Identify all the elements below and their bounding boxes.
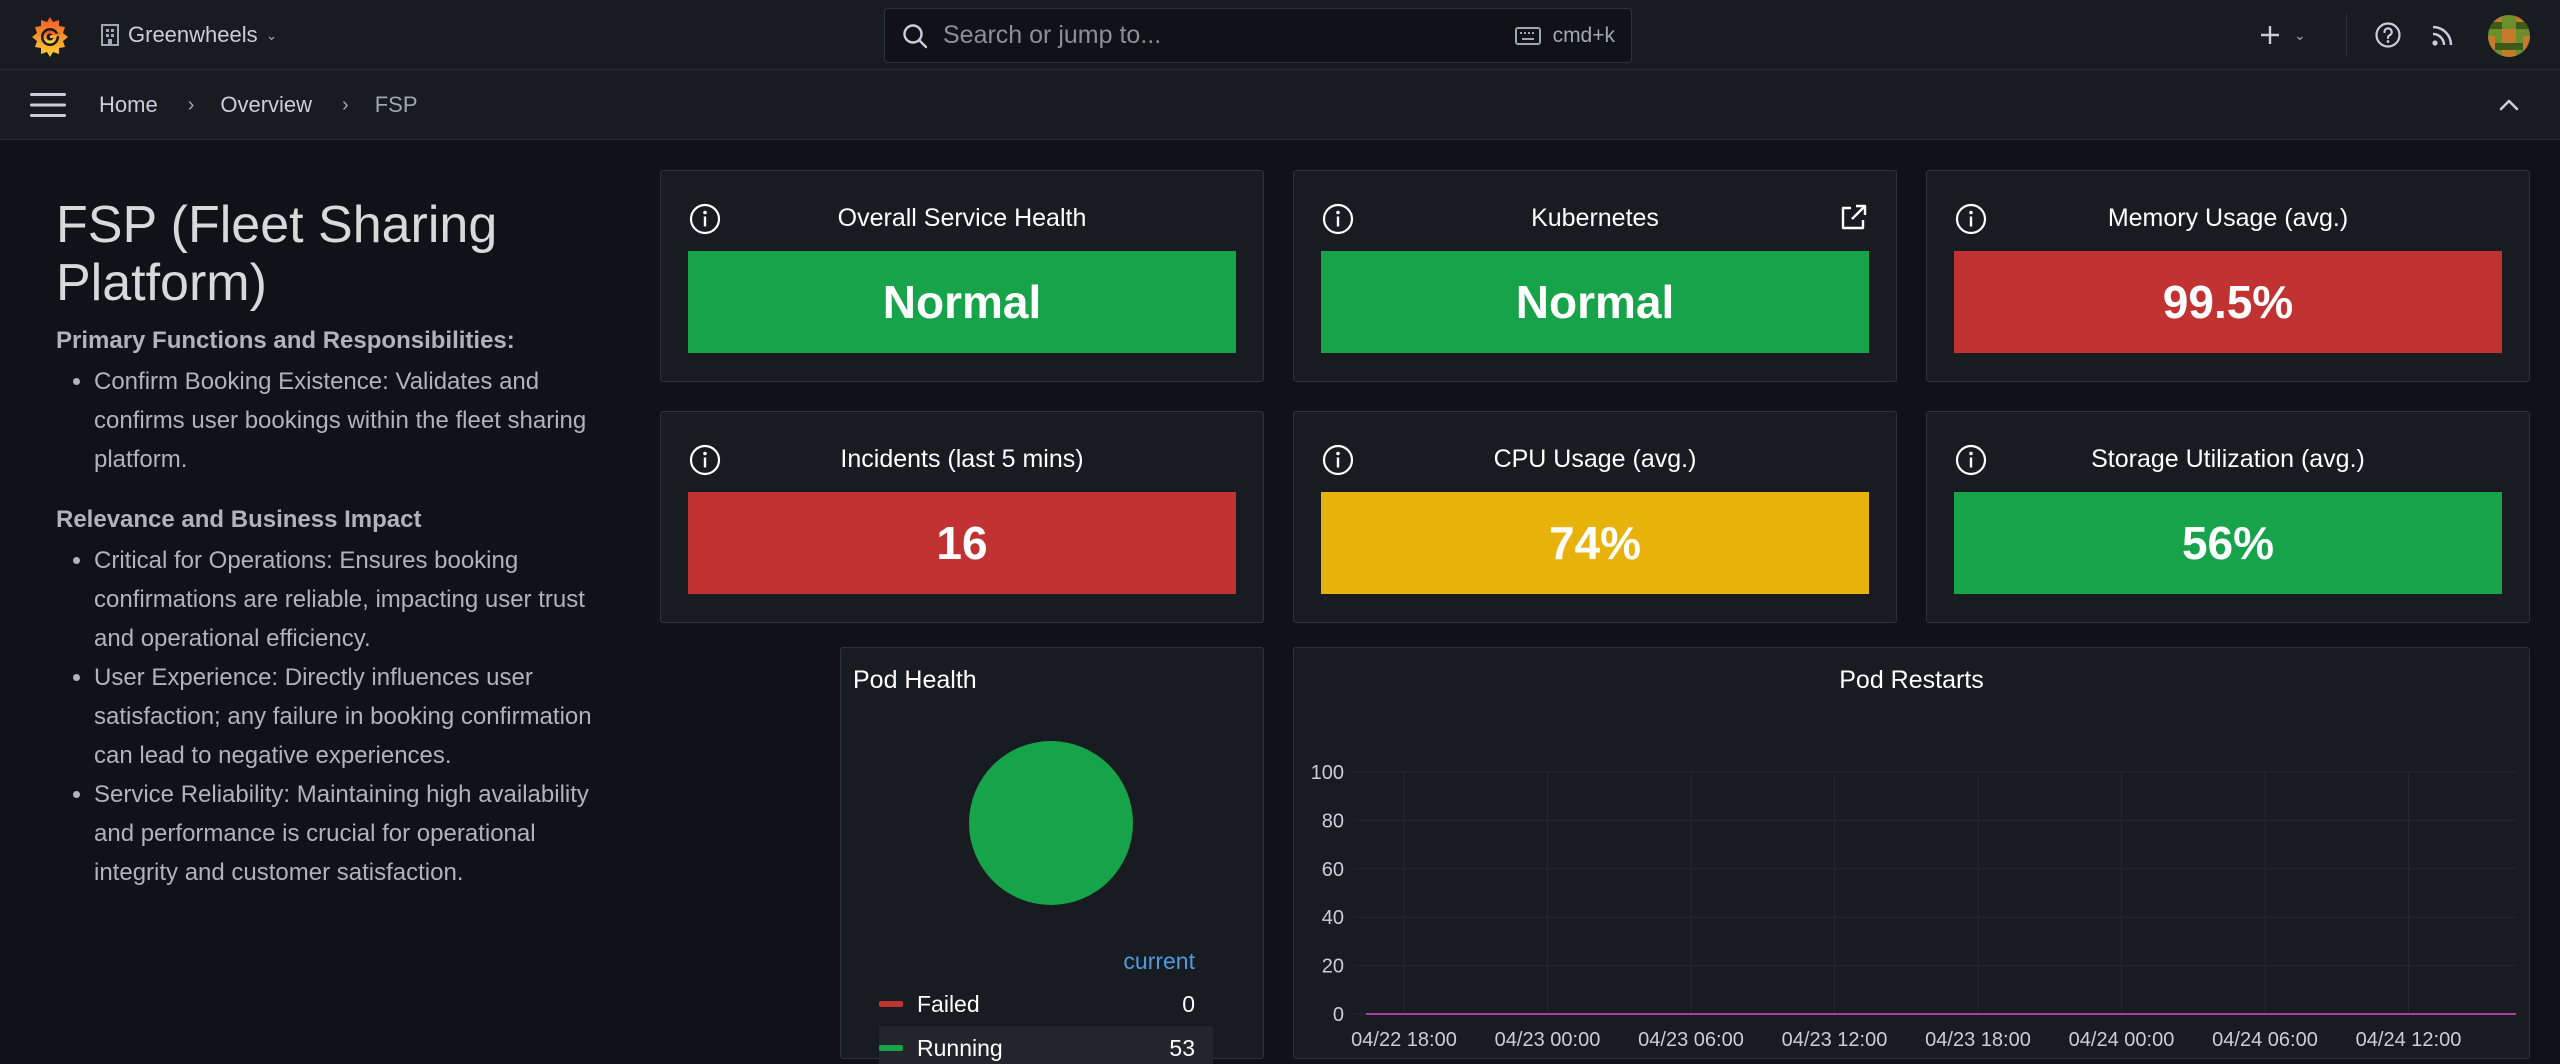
news-button[interactable]	[2430, 0, 2456, 70]
search-input[interactable]	[943, 21, 1515, 50]
panel-title: Pod Health	[853, 666, 977, 694]
x-tick-label: 04/23 00:00	[1495, 1029, 1601, 1051]
pod-restarts-chart: 0 20 40 60 80 100 04/22 18:00 04/23 00:00 04/23 …	[1311, 762, 2516, 1051]
panel-title: Pod Restarts	[1839, 666, 1984, 694]
pod-health-pie-chart	[969, 741, 1133, 905]
grafana-logo-icon[interactable]	[28, 13, 72, 57]
stat-value: 56%	[1954, 492, 2502, 594]
avatar[interactable]	[2488, 15, 2530, 57]
chevron-right-icon: ›	[187, 93, 195, 116]
legend-label: Running	[917, 1034, 1003, 1061]
x-tick-label: 04/22 18:00	[1351, 1029, 1457, 1051]
info-icon[interactable]	[1955, 444, 1987, 476]
panel-title: Overall Service Health	[837, 204, 1087, 232]
top-bar: Greenwheels ⌄ cmd+k ⌄	[0, 0, 2560, 70]
breadcrumb-current: FSP	[374, 92, 418, 117]
panel-title: Storage Utilization (avg.)	[2091, 445, 2365, 473]
search-box[interactable]: cmd+k	[884, 8, 1632, 63]
text-panel: FSP (Fleet Sharing Platform) Primary Fun…	[56, 196, 596, 892]
section-heading-primary: Primary Functions and Responsibilities:	[56, 327, 515, 354]
legend-label: Failed	[917, 990, 980, 1017]
y-tick-label: 60	[1322, 859, 1344, 881]
stat-panel-kubernetes[interactable]: Kubernetes Normal	[1293, 170, 1897, 382]
breadcrumb-overview[interactable]: Overview	[220, 92, 313, 117]
keyboard-icon	[1514, 26, 1541, 45]
stat-panel-memory[interactable]: Memory Usage (avg.) 99.5%	[1926, 170, 2530, 382]
page-title: FSP (Fleet Sharing Platform)	[56, 196, 498, 312]
breadcrumb-home[interactable]: Home	[99, 92, 158, 117]
x-tick-label: 04/24 06:00	[2212, 1029, 2318, 1051]
info-icon[interactable]	[689, 444, 721, 476]
y-tick-label: 100	[1311, 762, 1344, 784]
info-icon[interactable]	[689, 203, 721, 235]
external-link-icon[interactable]	[1838, 203, 1868, 233]
x-tick-label: 04/23 06:00	[1638, 1029, 1744, 1051]
search-icon	[903, 23, 928, 48]
chevron-down-icon: ⌄	[265, 26, 278, 43]
section-heading-relevance: Relevance and Business Impact	[56, 506, 422, 533]
list-item: Service Reliability: Maintaining high av…	[94, 775, 596, 892]
pod-health-legend: current Failed 0 Running 53	[879, 948, 1213, 1064]
breadcrumb-bar: Home › Overview › FSP	[0, 70, 2560, 140]
stat-panel-service-health[interactable]: Overall Service Health Normal	[660, 170, 1264, 382]
search-shortcut-label: cmd+k	[1552, 23, 1615, 47]
info-icon[interactable]	[1322, 444, 1354, 476]
stat-panel-cpu[interactable]: CPU Usage (avg.) 74%	[1293, 411, 1897, 623]
info-icon[interactable]	[1955, 203, 1987, 235]
stat-value: Normal	[688, 251, 1236, 353]
chevron-right-icon: ›	[342, 93, 349, 116]
panel-title: CPU Usage (avg.)	[1493, 445, 1697, 473]
x-tick-label: 04/24 00:00	[2069, 1029, 2175, 1051]
info-icon[interactable]	[1322, 203, 1354, 235]
org-switcher[interactable]: Greenwheels ⌄	[100, 22, 277, 48]
stat-value: Normal	[1321, 251, 1869, 353]
search-shortcut: cmd+k	[1514, 23, 1615, 48]
y-tick-label: 0	[1333, 1004, 1344, 1026]
stat-value: 16	[688, 492, 1236, 594]
legend-value: 0	[1182, 990, 1195, 1017]
y-tick-label: 40	[1322, 907, 1344, 929]
list-item: User Experience: Directly influences use…	[94, 658, 596, 775]
legend-swatch	[879, 1001, 903, 1007]
pod-restarts-panel[interactable]: Pod Restarts 0 20 40 60 80 100 04/22 18:00 04/2…	[1293, 647, 2530, 1059]
panel-title: Memory Usage (avg.)	[2107, 204, 2349, 232]
org-name: Greenwheels	[128, 22, 258, 47]
legend-row-running[interactable]: Running 53	[879, 1026, 1213, 1064]
legend-header[interactable]: current	[1123, 948, 1195, 974]
collapse-chevron-icon[interactable]	[2496, 92, 2522, 118]
x-tick-label: 04/23 12:00	[1782, 1029, 1888, 1051]
relevance-list: Critical for Operations: Ensures booking…	[94, 541, 596, 892]
x-tick-label: 04/23 18:00	[1925, 1029, 2031, 1051]
plus-icon	[2261, 26, 2279, 44]
stat-panel-storage[interactable]: Storage Utilization (avg.) 56%	[1926, 411, 2530, 623]
divider	[2346, 14, 2347, 56]
stat-panel-incidents[interactable]: Incidents (last 5 mins) 16	[660, 411, 1264, 623]
pod-health-panel[interactable]: Pod Health current Failed 0 Running 53	[840, 647, 1264, 1064]
list-item: Critical for Operations: Ensures booking…	[94, 541, 596, 658]
menu-icon[interactable]	[30, 92, 66, 118]
list-item: Confirm Booking Existence: Validates and…	[94, 362, 596, 479]
building-icon	[101, 24, 119, 46]
chevron-down-icon: ⌄	[2294, 26, 2306, 43]
help-icon	[2375, 22, 2401, 48]
rss-icon	[2432, 25, 2453, 46]
x-tick-label: 04/24 12:00	[2356, 1029, 2462, 1051]
panel-title: Kubernetes	[1531, 204, 1659, 232]
primary-functions-list: Confirm Booking Existence: Validates and…	[94, 362, 596, 479]
y-tick-label: 20	[1322, 956, 1344, 978]
stat-value: 74%	[1321, 492, 1869, 594]
breadcrumb: Home › Overview › FSP	[99, 92, 418, 118]
legend-swatch	[879, 1045, 903, 1051]
y-tick-label: 80	[1322, 810, 1344, 832]
help-button[interactable]	[2374, 0, 2402, 70]
legend-value: 53	[1169, 1034, 1195, 1061]
pie-slice-running[interactable]	[969, 741, 1133, 905]
legend-row-failed[interactable]: Failed 0	[879, 982, 1213, 1026]
stat-value: 99.5%	[1954, 251, 2502, 353]
new-button[interactable]: ⌄	[2258, 0, 2306, 70]
panel-title: Incidents (last 5 mins)	[840, 445, 1084, 473]
